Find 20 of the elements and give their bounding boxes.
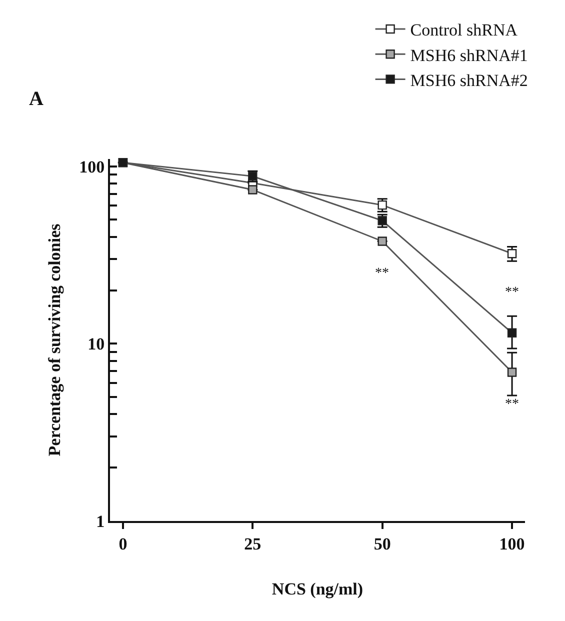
x-tick-label: 50: [374, 534, 391, 554]
x-tick-label: 25: [244, 534, 262, 554]
point: [507, 368, 517, 377]
point: [507, 328, 517, 338]
annotation: **: [375, 266, 389, 281]
y-tick-label: 100: [79, 157, 105, 176]
point: [378, 236, 387, 246]
x-tick-label: 0: [118, 534, 128, 554]
annotation: **: [505, 397, 519, 412]
legend-label: MSH6 shRNA#1: [410, 46, 528, 65]
legend-label: MSH6 shRNA#2: [410, 70, 528, 90]
point: [248, 185, 258, 194]
annotation: **: [505, 285, 519, 300]
text: A: [29, 88, 44, 110]
y-tick-label: 1: [96, 512, 105, 531]
y-axis-title: Percentage of surviving colonies: [45, 223, 64, 456]
y-tick-label: 10: [88, 334, 105, 354]
x-axis-title: NCS (ng/ml): [272, 579, 364, 598]
legend-label: Control shRNA: [410, 20, 518, 40]
x-tick-label: 100: [499, 534, 525, 554]
